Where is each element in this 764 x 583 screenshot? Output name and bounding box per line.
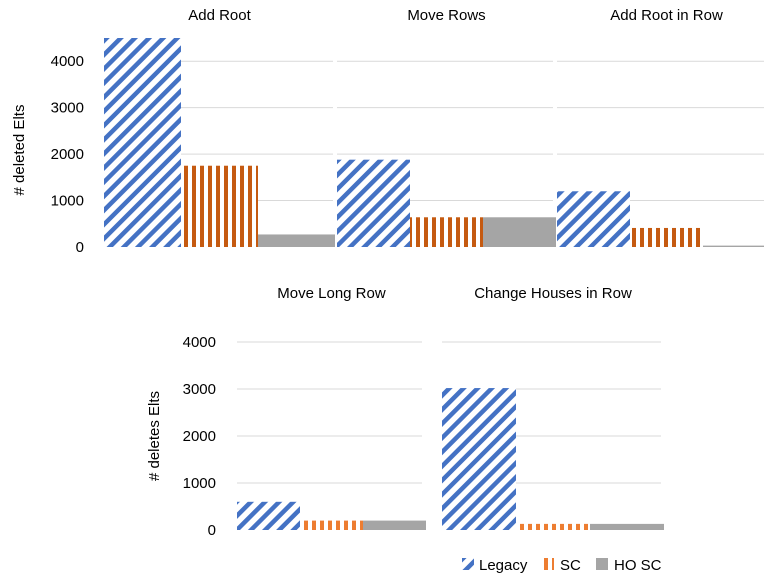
bar-change-houses-in-row-sc — [516, 523, 590, 530]
top-chart: # deleted Elts 0 1000 2000 3000 4000 Add Roo… — [11, 7, 764, 256]
top-y-axis-title: # deleted Elts — [11, 105, 28, 196]
legend-item-legacy: Legacy — [462, 557, 528, 574]
y-tick-label-1000: 1000 — [51, 193, 84, 210]
legend-label-ho-sc: HO SC — [614, 557, 662, 574]
legend-label-sc: SC — [560, 557, 581, 574]
bottom-y-axis-title: # deletes Elts — [146, 391, 163, 481]
y-tick-label-0: 0 — [208, 522, 216, 539]
legend-item-ho-sc: HO SC — [596, 557, 662, 574]
group-title-add-root: Add Root — [188, 7, 251, 24]
bar-move-rows-ho-sc — [483, 217, 556, 247]
legend-swatch-sc — [542, 558, 554, 570]
legend-swatch-legacy — [462, 558, 474, 570]
bar-add-root-in-row-ho-sc — [703, 245, 764, 247]
bar-add-root-in-row-sc — [630, 227, 703, 247]
legend-swatch-ho-sc — [596, 558, 608, 570]
group-title-move-long-row: Move Long Row — [277, 285, 386, 302]
bar-move-long-row-ho-sc — [363, 520, 426, 530]
bottom-group-titles: Move Long Row Change Houses in Row — [277, 285, 632, 302]
group-title-move-rows: Move Rows — [407, 7, 485, 24]
bar-move-long-row-legacy — [237, 501, 300, 530]
bottom-bars — [237, 388, 664, 530]
group-title-change-houses-in-row: Change Houses in Row — [474, 285, 632, 302]
bar-change-houses-in-row-ho-sc — [590, 523, 664, 530]
bar-move-rows-legacy — [337, 159, 410, 247]
y-tick-label-1000: 1000 — [183, 475, 216, 492]
y-tick-label-4000: 4000 — [51, 53, 84, 70]
y-tick-label-0: 0 — [76, 239, 84, 256]
top-bars — [104, 38, 764, 247]
y-tick-label-4000: 4000 — [183, 334, 216, 351]
top-group-titles: Add Root Move Rows Add Root in Row — [188, 7, 723, 24]
bar-add-root-sc — [181, 165, 258, 247]
y-tick-label-2000: 2000 — [51, 146, 84, 163]
bar-add-root-ho-sc — [258, 234, 335, 247]
y-tick-label-3000: 3000 — [183, 381, 216, 398]
y-tick-label-2000: 2000 — [183, 428, 216, 445]
bar-add-root-legacy — [104, 38, 181, 247]
top-y-tick-labels: 0 1000 2000 3000 4000 — [51, 53, 84, 256]
bottom-chart: # deletes Elts 0 1000 2000 3000 4000 Move Lo… — [146, 285, 664, 539]
bar-change-houses-in-row-legacy — [442, 388, 516, 530]
group-title-add-root-in-row: Add Root in Row — [610, 7, 723, 24]
legend: Legacy SC HO SC — [462, 557, 662, 574]
y-tick-label-3000: 3000 — [51, 100, 84, 117]
bottom-y-tick-labels: 0 1000 2000 3000 4000 — [183, 334, 216, 539]
bar-move-rows-sc — [410, 217, 483, 247]
bar-move-long-row-sc — [300, 520, 363, 530]
legend-item-sc: SC — [542, 557, 581, 574]
legend-label-legacy: Legacy — [479, 557, 528, 574]
bar-add-root-in-row-legacy — [557, 191, 630, 247]
